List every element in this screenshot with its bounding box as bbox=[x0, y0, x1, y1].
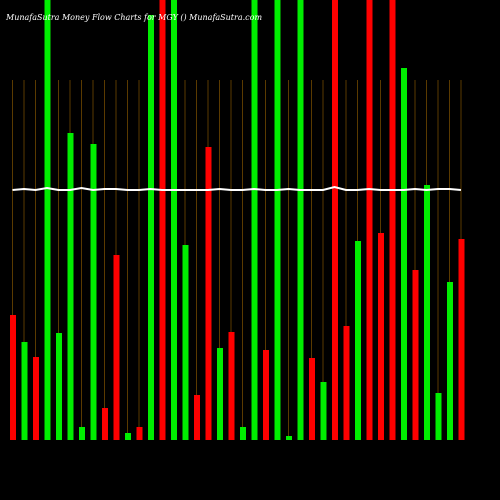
bar bbox=[343, 326, 350, 440]
bar bbox=[171, 0, 177, 440]
bar bbox=[458, 239, 465, 440]
bar bbox=[389, 0, 396, 440]
bar bbox=[412, 270, 419, 440]
bar bbox=[56, 333, 62, 440]
bar bbox=[355, 241, 361, 440]
bar bbox=[79, 427, 85, 440]
bar bbox=[217, 348, 223, 440]
bar bbox=[274, 0, 281, 440]
bar bbox=[332, 0, 338, 440]
bar bbox=[424, 185, 430, 440]
bar bbox=[435, 393, 442, 440]
bar bbox=[401, 68, 407, 440]
bar bbox=[297, 0, 304, 440]
bar bbox=[240, 427, 246, 440]
bar bbox=[194, 395, 200, 440]
bar bbox=[148, 15, 154, 440]
bar bbox=[251, 0, 258, 440]
bar bbox=[205, 147, 212, 440]
bar bbox=[102, 408, 108, 440]
bar bbox=[263, 350, 269, 440]
bar bbox=[182, 245, 189, 440]
bar bbox=[33, 357, 39, 440]
bar bbox=[90, 144, 97, 440]
bar bbox=[10, 315, 16, 440]
chart-title: MunafaSutra Money Flow Charts for MGY ()… bbox=[5, 13, 262, 22]
bar bbox=[136, 427, 143, 440]
line bbox=[12, 185, 462, 192]
bar bbox=[67, 133, 74, 440]
bar bbox=[309, 358, 315, 440]
bar bbox=[366, 0, 373, 440]
bar bbox=[44, 0, 51, 440]
bar bbox=[447, 282, 453, 440]
bar bbox=[159, 0, 166, 440]
bar bbox=[378, 233, 384, 440]
bar bbox=[21, 342, 28, 440]
bar bbox=[320, 382, 327, 440]
bar bbox=[125, 433, 131, 440]
bar bbox=[286, 436, 292, 440]
bar bbox=[113, 255, 120, 440]
bar bbox=[228, 332, 235, 440]
